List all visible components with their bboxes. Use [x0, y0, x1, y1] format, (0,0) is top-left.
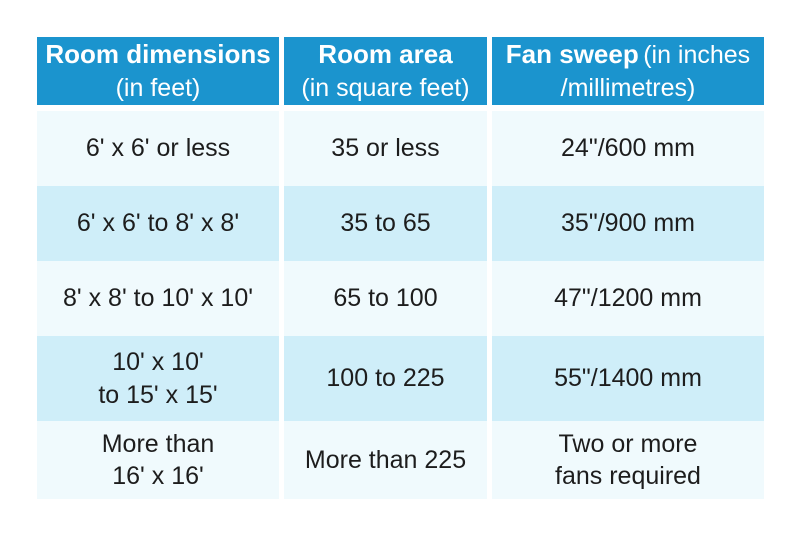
- cell-room-dimensions: 10' x 10' to 15' x 15': [37, 336, 279, 421]
- cell-fan-sweep: Two or more fans required: [492, 421, 764, 499]
- header-title: Room dimensions: [45, 39, 271, 70]
- cell-room-dimensions: 6' x 6' to 8' x 8': [37, 186, 279, 261]
- header-text-block: Room area (in square feet): [297, 38, 473, 103]
- cell-room-dimensions: More than 16' x 16': [37, 421, 279, 499]
- cell-fan-sweep: 35"/900 mm: [492, 186, 764, 261]
- cell-room-dimensions: 6' x 6' or less: [37, 111, 279, 186]
- cell-room-area: 35 to 65: [284, 186, 487, 261]
- header-subtitle: (in inches /millimetres): [560, 41, 751, 102]
- cell-room-area: More than 225: [284, 421, 487, 499]
- header-cell-fan-sweep: Fan sweep (in inches /millimetres): [492, 37, 764, 105]
- cell-room-area: 35 or less: [284, 111, 487, 186]
- cell-fan-sweep: 24"/600 mm: [492, 111, 764, 186]
- cell-fan-sweep: 47"/1200 mm: [492, 261, 764, 336]
- header-subtitle: (in square feet): [301, 73, 470, 102]
- cell-room-area: 65 to 100: [284, 261, 487, 336]
- header-text-block: Fan sweep (in inches /millimetres): [502, 38, 754, 103]
- cell-room-dimensions: 8' x 8' to 10' x 10': [37, 261, 279, 336]
- header-title: Fan sweep: [505, 39, 639, 70]
- table-body: 6' x 6' or less 35 or less 24"/600 mm 6'…: [37, 111, 764, 499]
- table-header-row: Room dimensions (in feet) Room area (in sq…: [37, 37, 764, 105]
- header-cell-room-dimensions: Room dimensions (in feet): [37, 37, 279, 105]
- cell-fan-sweep: 55"/1400 mm: [492, 336, 764, 421]
- header-title: Room area: [318, 39, 453, 70]
- cell-room-area: 100 to 225: [284, 336, 487, 421]
- header-text-block: Room dimensions (in feet): [41, 38, 274, 103]
- header-subtitle: (in feet): [115, 73, 201, 102]
- header-cell-room-area: Room area (in square feet): [284, 37, 487, 105]
- fan-size-table: Room dimensions (in feet) Room area (in sq…: [37, 37, 764, 499]
